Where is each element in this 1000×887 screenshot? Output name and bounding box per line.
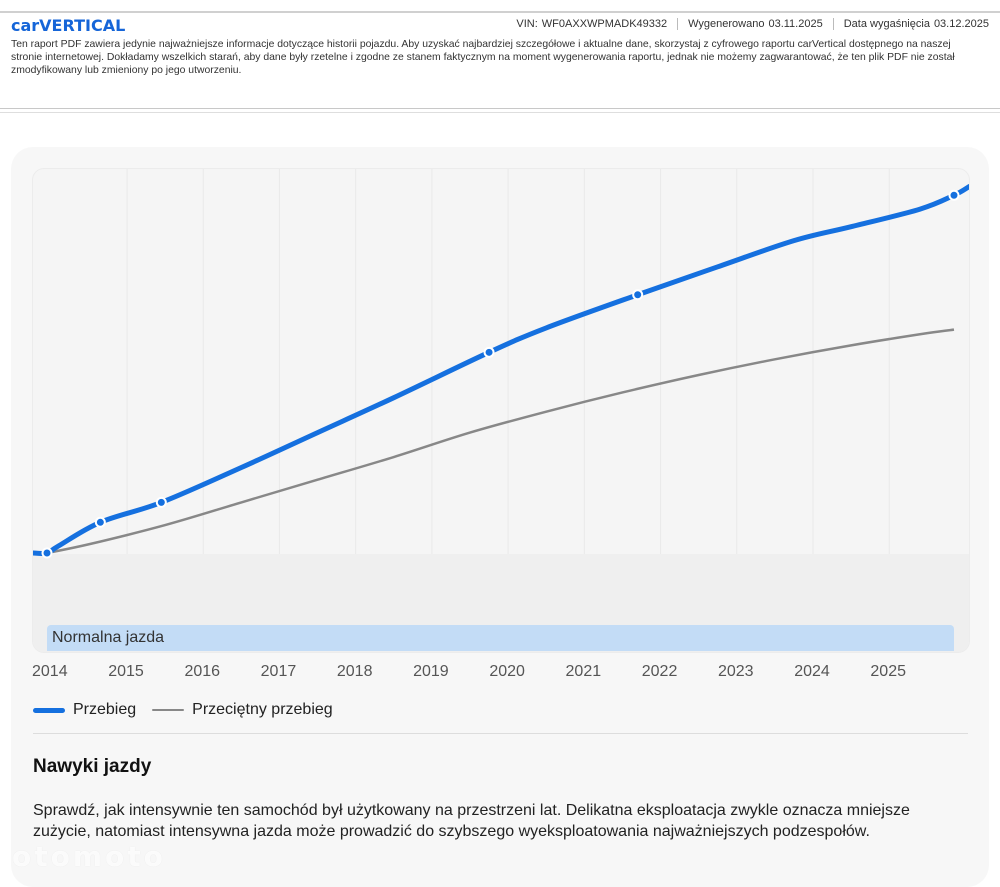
vin: VIN: WF0AXXWPMADK49332 [516, 18, 677, 30]
x-tick-label-2015: 2015 [108, 663, 144, 680]
x-tick-label-2019: 2019 [413, 663, 449, 680]
x-tick-label-2018: 2018 [336, 663, 373, 680]
header-divider-secondary [0, 112, 1000, 113]
series-line-mileage [33, 184, 969, 557]
header-divider [0, 108, 1000, 109]
mileage-chart: Normalna jazda [32, 168, 970, 653]
carvertical-logo: carVERTICAL [11, 16, 126, 35]
x-tick-label-2016: 2016 [184, 663, 221, 680]
report-meta: VIN: WF0AXXWPMADK49332 Wygenerowano 03.1… [516, 18, 989, 30]
section-description: Sprawdź, jak intensywnie ten samochód by… [33, 802, 910, 840]
vin-label: VIN: [516, 18, 538, 30]
section-divider [33, 733, 968, 734]
mileage-point-10[interactable] [632, 289, 644, 301]
x-tick-label-2014: 2014 [32, 663, 68, 680]
x-tick-label-2021: 2021 [565, 663, 602, 680]
mileage-point-3[interactable] [94, 516, 106, 528]
generated-value: 03.11.2025 [768, 18, 823, 30]
mileage-point-15[interactable] [948, 189, 960, 201]
section-title: Nawyki jazdy [33, 756, 152, 777]
mileage-point-8[interactable] [483, 346, 495, 358]
expiry-date: Data wygaśnięcia 03.12.2025 [832, 18, 989, 30]
x-tick-label-2017: 2017 [260, 663, 297, 680]
generated-label: Wygenerowano [688, 18, 765, 30]
expiry-label: Data wygaśnięcia [843, 18, 930, 30]
chart-legend: Przebieg Przeciętny przebieg [33, 701, 349, 719]
legend-label-mileage: Przebieg [73, 701, 137, 718]
legend-label-average: Przeciętny przebieg [192, 701, 333, 718]
vin-value: WF0AXXWPMADK49332 [541, 18, 668, 30]
expiry-value: 03.12.2025 [933, 18, 989, 30]
generated-date: Wygenerowano 03.11.2025 [677, 18, 833, 30]
top-rule [0, 11, 1000, 13]
x-tick-label-2025: 2025 [870, 663, 906, 680]
legend-swatch-mileage [33, 707, 65, 713]
x-tick-label-2022: 2022 [641, 663, 678, 680]
x-tick-label-2024: 2024 [794, 663, 830, 680]
mileage-point-1[interactable] [41, 547, 53, 559]
mileage-point-4[interactable] [155, 496, 167, 508]
x-tick-label-2023: 2023 [717, 663, 754, 680]
normal-driving-band: Normalna jazda [47, 625, 954, 651]
disclaimer-text: Ten raport PDF zawiera jedynie najważnie… [11, 39, 955, 76]
mileage-chart-svg [33, 169, 969, 652]
series-line-average-mileage [46, 328, 955, 555]
x-axis-labels: 2014 2015 2016 2017 2018 2019 2020 2021 2022 2023… [0, 663, 1000, 685]
x-tick-label-2020: 2020 [489, 663, 525, 680]
legend-entry-mileage: Przebieg [33, 701, 136, 719]
otomoto-watermark: otomoto [12, 840, 166, 873]
legend-entry-average: Przeciętny przebieg [152, 701, 333, 719]
legend-swatch-average [152, 709, 185, 711]
